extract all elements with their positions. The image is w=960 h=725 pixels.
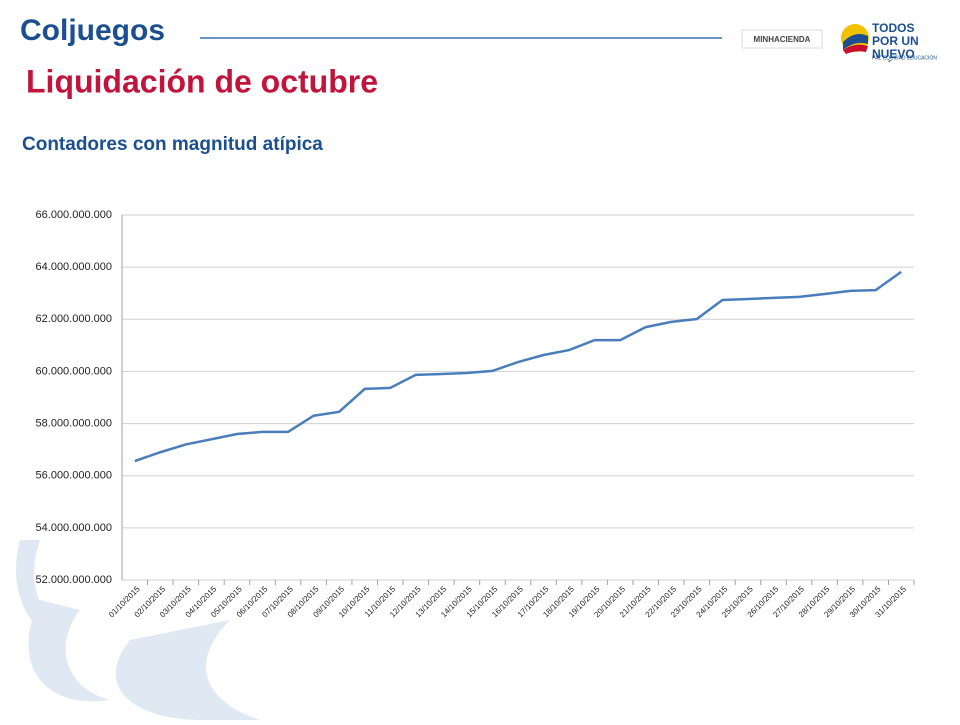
- y-tick-label: 52.000.000.000: [36, 574, 112, 586]
- y-tick-label: 58.000.000.000: [36, 417, 112, 429]
- flag-stripe: [843, 44, 868, 54]
- background-swoosh: [16, 540, 260, 720]
- title: Liquidación de octubre: [26, 63, 378, 99]
- ministry: MINHACIENDA: [754, 35, 811, 44]
- chart: 52.000.000.000 54.000.000.000 56.000.000.0…: [36, 209, 915, 619]
- y-tick-label: 64.000.000.000: [36, 261, 112, 273]
- flag-stripe: [843, 34, 868, 50]
- y-tick-label: 54.000.000.000: [36, 522, 112, 534]
- slogan: TODOS POR UN NUEVO PAÍS: [872, 22, 919, 62]
- y-tick-label: 62.000.000.000: [36, 313, 112, 325]
- motto: PAZ EQUIDAD EDUCACIÓN: [872, 54, 937, 61]
- logo: Coljuegos: [20, 14, 165, 47]
- ministry-box: [741, 29, 823, 49]
- y-tick-label: 60.000.000.000: [36, 365, 112, 377]
- y-tick-label: 66.000.000.000: [36, 209, 112, 221]
- subtitle: Contadores con magnitud atípica: [22, 134, 323, 155]
- line: [134, 270, 902, 463]
- y-tick-label: 56.000.000.000: [36, 470, 112, 482]
- slogan-box: TODOS POR UN NUEVO PAÍS: [872, 22, 919, 62]
